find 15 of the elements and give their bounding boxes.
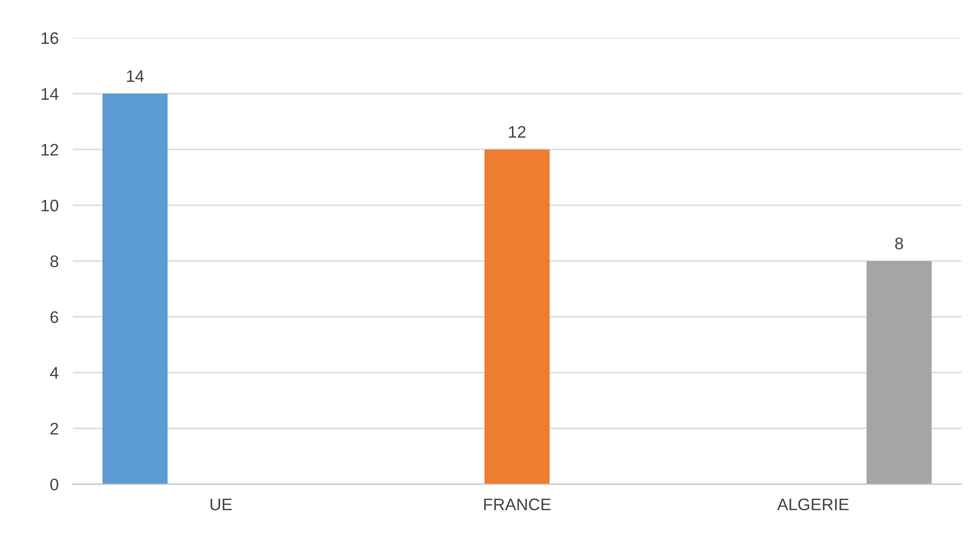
data-label: 8 bbox=[895, 238, 904, 250]
x-tick-label: ALGERIE bbox=[777, 498, 849, 510]
data-label: 14 bbox=[127, 70, 144, 82]
y-tick-label: 0 bbox=[50, 478, 58, 490]
y-tick-label: 4 bbox=[50, 367, 58, 379]
data-label: 12 bbox=[509, 126, 526, 138]
y-tick-label: 10 bbox=[42, 200, 58, 212]
y-tick-label: 12 bbox=[42, 144, 58, 156]
y-tick-label: 8 bbox=[50, 255, 58, 268]
x-tick-label: UE bbox=[210, 498, 232, 510]
x-tick-label: FRANCE bbox=[484, 498, 551, 510]
y-tick-label: 16 bbox=[42, 32, 58, 44]
y-tick-label: 6 bbox=[50, 311, 58, 324]
y-tick-label: 14 bbox=[42, 88, 58, 100]
y-tick-label: 2 bbox=[50, 422, 58, 434]
